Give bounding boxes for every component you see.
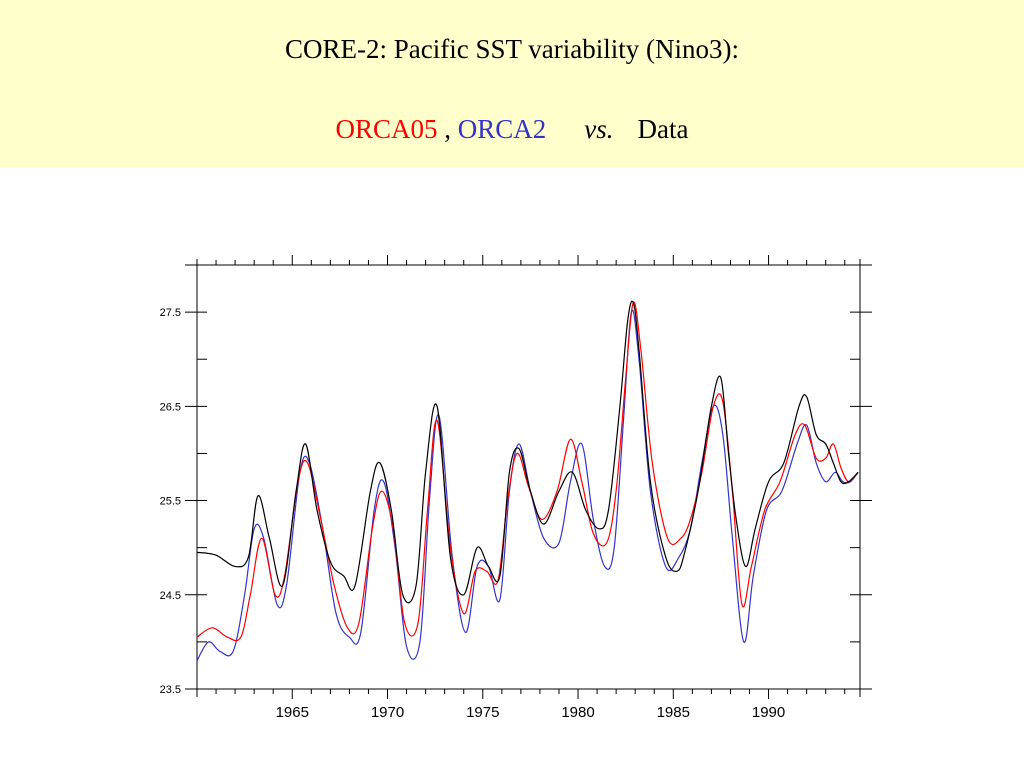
x-tick-label: 1985 <box>657 704 690 721</box>
x-tick-label: 1970 <box>371 704 404 721</box>
title-banner: CORE-2: Pacific SST variability (Nino3):… <box>0 0 1024 167</box>
x-tick-label: 1990 <box>752 704 785 721</box>
orca2-label: ORCA2 <box>457 114 547 144</box>
vs-label: vs. <box>584 114 614 144</box>
orca05-label: ORCA05 <box>335 114 438 144</box>
slide-subtitle: ORCA05 , ORCA2 vs. Data <box>0 114 1024 145</box>
data-label: Data <box>637 114 689 144</box>
comma-separator: , <box>444 114 452 144</box>
series-line-orca05 <box>196 301 859 642</box>
series-line-data <box>196 300 859 604</box>
slide-title: CORE-2: Pacific SST variability (Nino3): <box>285 34 739 64</box>
y-tick-label: 24.5 <box>160 590 181 602</box>
y-tick-label: 27.5 <box>160 307 181 319</box>
x-tick-label: 1980 <box>561 704 594 721</box>
plot-frame <box>196 264 861 690</box>
x-tick-label: 1965 <box>276 704 309 721</box>
y-tick-label: 23.5 <box>160 684 181 696</box>
x-tick-label: 1975 <box>466 704 499 721</box>
y-tick-label: 26.5 <box>160 401 181 413</box>
y-tick-label: 25.5 <box>160 496 181 508</box>
